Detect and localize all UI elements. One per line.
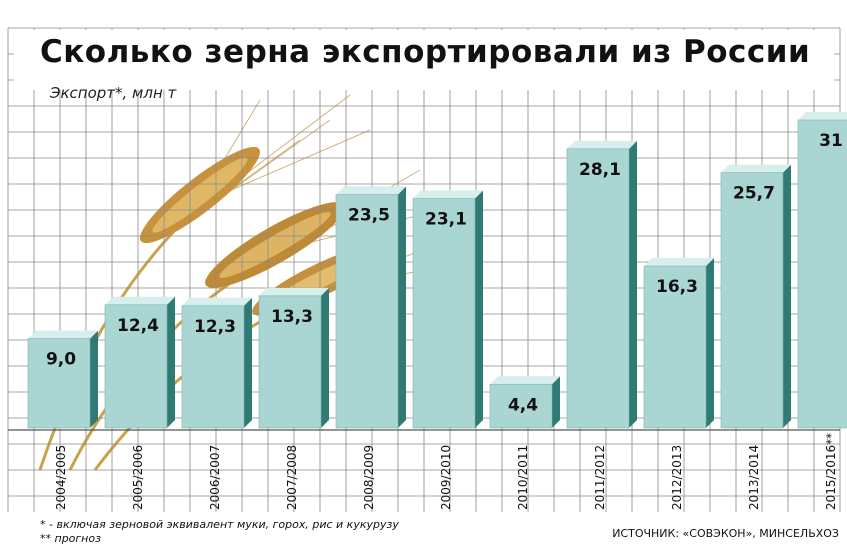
bar-top xyxy=(28,330,98,339)
chart-subtitle: Экспорт*, млн т xyxy=(50,84,177,102)
bar-side xyxy=(90,330,98,428)
bar xyxy=(335,194,399,429)
bar-value-label: 23,5 xyxy=(348,206,390,226)
bar-value-label: 4,4 xyxy=(508,395,538,415)
bar xyxy=(27,338,91,429)
bar-value-label: 28,1 xyxy=(579,160,621,180)
bar-top xyxy=(567,140,637,149)
x-tick-label: 2005/2006 xyxy=(131,445,145,510)
x-tick-label: 2009/2010 xyxy=(439,445,453,510)
bar-value-label: 13,3 xyxy=(271,307,313,327)
bar-side xyxy=(321,287,329,428)
bar xyxy=(412,198,476,429)
x-tick-label: 2013/2014 xyxy=(747,445,761,510)
bar-side xyxy=(552,376,560,428)
x-tick-label: 2004/2005 xyxy=(54,445,68,510)
x-tick-label: 2012/2013 xyxy=(670,445,684,510)
x-tick-label: 2011/2012 xyxy=(593,445,607,510)
bar xyxy=(181,305,245,429)
bar-side xyxy=(629,140,637,428)
bar-value-label: 23,1 xyxy=(425,209,467,229)
bar-side xyxy=(706,258,714,428)
footnote-1: * - включая зерновой эквивалент муки, го… xyxy=(40,518,399,531)
bar-value-label: 9,0 xyxy=(46,350,76,370)
bar-top xyxy=(182,297,252,306)
bar-side xyxy=(398,186,406,428)
bar xyxy=(797,119,847,429)
source-credit: ИСТОЧНИК: «СОВЭКОН», МИНСЕЛЬХОЗ xyxy=(612,527,839,540)
bar-top xyxy=(644,258,714,267)
bar-value-label: 25,7 xyxy=(733,184,775,204)
bar-side xyxy=(475,190,483,428)
footnote-2: ** прогноз xyxy=(40,532,101,545)
bar xyxy=(489,383,553,429)
bars-group xyxy=(27,112,847,429)
bar-top xyxy=(798,112,847,120)
x-tick-label: 2007/2008 xyxy=(285,445,299,510)
x-tick-label: 2006/2007 xyxy=(208,445,222,510)
bar xyxy=(104,304,168,429)
bar-value-label: 12,4 xyxy=(117,316,159,336)
bar-side xyxy=(783,164,791,428)
bar xyxy=(566,148,630,429)
bar-value-label: 16,3 xyxy=(656,277,698,297)
bar-top xyxy=(105,296,175,305)
title-backdrop xyxy=(14,30,834,90)
x-tick-label: 2010/2011 xyxy=(516,445,530,510)
chart-grid xyxy=(7,27,841,512)
bar-side xyxy=(244,297,252,428)
bar-side xyxy=(167,296,175,428)
bar xyxy=(720,172,784,429)
x-tick-label: 2015/2016** xyxy=(824,433,838,510)
bar xyxy=(643,265,707,429)
bar-top xyxy=(721,164,791,173)
bar-top xyxy=(490,376,560,385)
bar-top xyxy=(413,190,483,199)
x-tick-label: 2008/2009 xyxy=(362,445,376,510)
bar-top xyxy=(259,287,329,296)
bar xyxy=(258,295,322,429)
value-labels: 9,0 12,4 12,3 13,3 23,5 23,1 4,4 28,1 16,3 25,7 31 xyxy=(46,131,843,415)
bar-value-label: 12,3 xyxy=(194,317,236,337)
bar-top xyxy=(336,186,406,195)
x-axis-tick-labels: 2004/2005 2005/2006 2006/2007 2007/2008 2008… xyxy=(54,433,838,510)
bar-value-label: 31 xyxy=(819,131,843,151)
chart-title: Сколько зерна экспортировали из России xyxy=(40,34,811,70)
